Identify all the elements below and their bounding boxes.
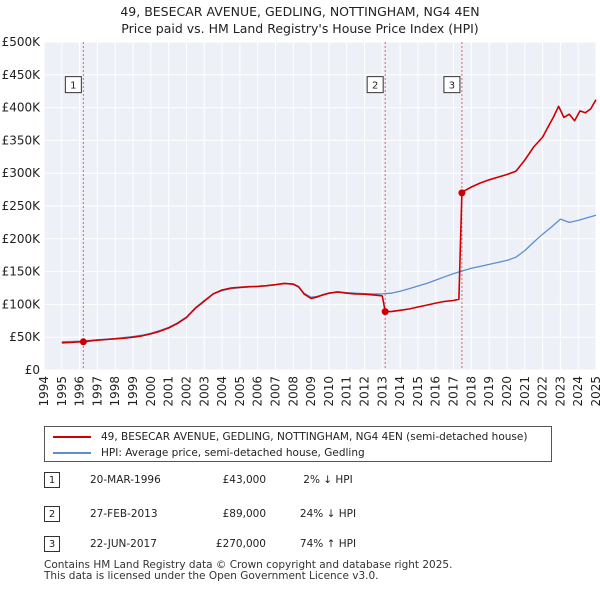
- legend-label-hpi: HPI: Average price, semi-detached house,…: [101, 447, 365, 459]
- footer-licence: This data is licensed under the Open Gov…: [44, 570, 379, 582]
- x-tick-label: 2016: [429, 376, 443, 407]
- x-tick-label: 2009: [304, 376, 318, 407]
- x-tick-label: 2018: [464, 376, 478, 407]
- table-row: 1 20-MAR-1996 £43,000 2% ↓ HPI: [44, 472, 384, 490]
- sale-badge-label: 2: [372, 81, 378, 92]
- sale-point: [381, 308, 389, 316]
- y-tick-label: £150K: [2, 265, 42, 279]
- x-tick-label: 2012: [358, 376, 372, 407]
- y-tick-label: £250K: [2, 199, 42, 213]
- x-tick-label: 2013: [375, 376, 389, 407]
- x-tick-label: 1997: [90, 376, 104, 407]
- chart-title-line1: 49, BESECAR AVENUE, GEDLING, NOTTINGHAM,…: [120, 4, 480, 19]
- series-lines: [61, 99, 597, 344]
- x-tick-label: 2014: [393, 376, 407, 407]
- chart-title: 49, BESECAR AVENUE, GEDLING, NOTTINGHAM,…: [0, 3, 600, 37]
- y-tick-label: £0: [25, 363, 40, 377]
- x-tick-label: 2020: [500, 376, 514, 407]
- chart-title-line2: Price paid vs. HM Land Registry's House …: [121, 21, 479, 36]
- x-tick-label: 2015: [411, 376, 425, 407]
- transaction-price: £270,000: [215, 538, 266, 550]
- x-tick-label: 1998: [108, 376, 122, 407]
- sale-badge-box: [366, 76, 384, 94]
- x-tick-label: 2007: [268, 376, 282, 407]
- x-axis: 1994 1995 1996 1997 1998 1999 2000 2001 2002 2003…: [37, 376, 600, 407]
- price-chart: £0 £50K £100K £150K £200K £250K £300K £350K £400…: [2, 35, 600, 407]
- y-tick-label: £50K: [9, 330, 41, 344]
- transaction-date: 27-FEB-2013: [90, 508, 158, 520]
- x-tick-label: 2006: [251, 376, 265, 407]
- table-row: 3 22-JUN-2017 £270,000 74% ↑ HPI: [44, 536, 384, 554]
- x-tick-label: 2022: [536, 376, 550, 407]
- x-tick-label: 2019: [482, 376, 496, 407]
- x-tick-label: 2023: [553, 376, 567, 407]
- transaction-hpi: 74% ↑ HPI: [299, 538, 357, 550]
- y-tick-label: £350K: [2, 133, 42, 147]
- x-tick-label: 2001: [162, 376, 176, 407]
- x-tick-label: 2004: [215, 376, 229, 407]
- x-tick-label: 2000: [144, 376, 158, 407]
- grid-lines: [43, 41, 597, 371]
- x-tick-label: 2010: [322, 376, 336, 407]
- x-tick-label: 2005: [233, 376, 247, 407]
- legend: 49, BESECAR AVENUE, GEDLING, NOTTINGHAM,…: [44, 426, 552, 462]
- x-tick-label: 2002: [179, 376, 193, 407]
- x-tick-label: 2024: [571, 376, 585, 407]
- x-tick-label: 1994: [37, 376, 51, 407]
- x-tick-label: 2017: [447, 376, 461, 407]
- sale-badge-box: [64, 76, 82, 94]
- legend-swatch-hpi: [53, 452, 91, 454]
- transaction-price: £43,000: [222, 474, 266, 486]
- x-tick-label: 2008: [286, 376, 300, 407]
- footer-copyright: Contains HM Land Registry data © Crown c…: [44, 559, 453, 571]
- transaction-hpi: 2% ↓ HPI: [303, 474, 353, 486]
- y-axis: £0 £50K £100K £150K £200K £250K £300K £350K £400…: [2, 35, 42, 377]
- transaction-date: 22-JUN-2017: [90, 538, 157, 550]
- sale-badge-label: 1: [70, 81, 76, 92]
- x-tick-label: 2011: [340, 376, 354, 407]
- sale-badge-box: [443, 76, 461, 94]
- x-tick-label: 1996: [73, 376, 87, 407]
- sale-badge-label: 3: [449, 81, 455, 92]
- y-tick-label: £200K: [2, 232, 42, 246]
- transaction-badge: 2: [44, 506, 60, 522]
- x-tick-label: 2003: [197, 376, 211, 407]
- transaction-hpi: 24% ↓ HPI: [299, 508, 357, 520]
- y-tick-label: £100K: [2, 297, 42, 311]
- footer: Contains HM Land Registry data © Crown c…: [44, 560, 452, 582]
- x-tick-label: 1999: [126, 376, 140, 407]
- table-row: 2 27-FEB-2013 £89,000 24% ↓ HPI: [44, 506, 384, 524]
- sale-points: [79, 189, 466, 346]
- transaction-badge: 1: [44, 472, 60, 488]
- property-price-line: [61, 99, 597, 344]
- y-tick-label: £300K: [2, 166, 42, 180]
- legend-item-property: 49, BESECAR AVENUE, GEDLING, NOTTINGHAM,…: [53, 429, 527, 445]
- y-tick-label: £450K: [2, 68, 42, 82]
- x-tick-label: 2021: [518, 376, 532, 407]
- transaction-date: 20-MAR-1996: [90, 474, 161, 486]
- legend-swatch-property: [53, 436, 91, 438]
- sale-point: [458, 189, 466, 197]
- legend-item-hpi: HPI: Average price, semi-detached house,…: [53, 445, 365, 461]
- transaction-badge: 3: [44, 536, 60, 552]
- y-tick-label: £500K: [2, 35, 42, 49]
- x-tick-label: 1995: [55, 376, 69, 407]
- sale-point: [79, 338, 87, 346]
- x-tick-label: 2025: [589, 376, 600, 407]
- y-tick-label: £400K: [2, 101, 42, 115]
- legend-label-property: 49, BESECAR AVENUE, GEDLING, NOTTINGHAM,…: [101, 431, 528, 443]
- transaction-price: £89,000: [222, 508, 266, 520]
